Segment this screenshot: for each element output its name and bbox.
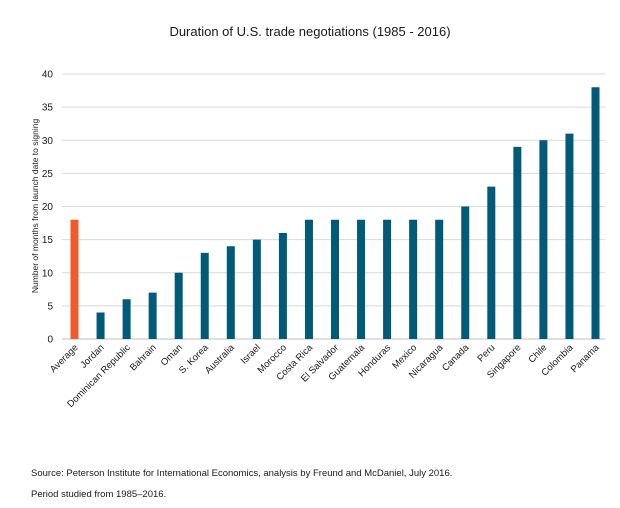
bar-s-korea [200, 252, 209, 339]
y-axis-ticks: 0 5 10 15 20 25 30 35 40 [42, 70, 54, 346]
x-tick-label: Chile [526, 342, 549, 365]
source-note: Source: Peterson Institute for Internati… [31, 468, 453, 479]
y-tick-label: 35 [42, 103, 54, 114]
bar-chile [539, 140, 548, 339]
bar-panama [591, 87, 600, 339]
bar-peru [487, 186, 496, 339]
y-tick-label: 40 [42, 70, 54, 81]
bar-australia [226, 246, 235, 339]
bar-bahrain [148, 292, 157, 339]
y-tick-label: 5 [47, 301, 53, 312]
bar-jordan [96, 312, 105, 339]
y-tick-label: 25 [42, 169, 54, 180]
bars [70, 87, 600, 339]
y-tick-label: 10 [42, 268, 54, 279]
y-axis-label: Number of months from launch date to sig… [30, 119, 40, 294]
y-tick-label: 20 [42, 202, 54, 213]
bar-singapore [513, 146, 522, 339]
x-tick-label: Peru [475, 342, 497, 364]
chart-title: Duration of U.S. trade negotiations (198… [169, 24, 451, 39]
period-note: Period studied from 1985–2016. [31, 489, 167, 500]
x-tick-label: Bahrain [128, 342, 159, 373]
bar-guatemala [357, 219, 366, 339]
bar-costa-rica [304, 219, 313, 339]
bar-oman [174, 272, 183, 339]
x-tick-label: Panama [569, 342, 602, 375]
y-tick-label: 15 [42, 235, 54, 246]
bar-morocco [278, 233, 287, 339]
x-tick-label: Canada [440, 342, 472, 374]
bar-average [70, 219, 79, 339]
y-tick-label: 0 [47, 335, 53, 346]
bar-colombia [565, 133, 574, 339]
bar-el-salvador [331, 219, 339, 339]
bar-dominican-republic [122, 299, 131, 339]
x-tick-label: Australia [203, 342, 237, 376]
y-tick-label: 30 [42, 136, 54, 147]
bar-mexico [409, 219, 418, 339]
bar-nicaragua [435, 219, 444, 339]
bar-honduras [383, 219, 392, 339]
bar-chart: 0 5 10 15 20 25 30 35 40 AverageJordanDominican … [30, 70, 605, 410]
bar-canada [461, 206, 470, 339]
x-tick-label: Average [48, 342, 81, 375]
bar-israel [252, 239, 261, 339]
